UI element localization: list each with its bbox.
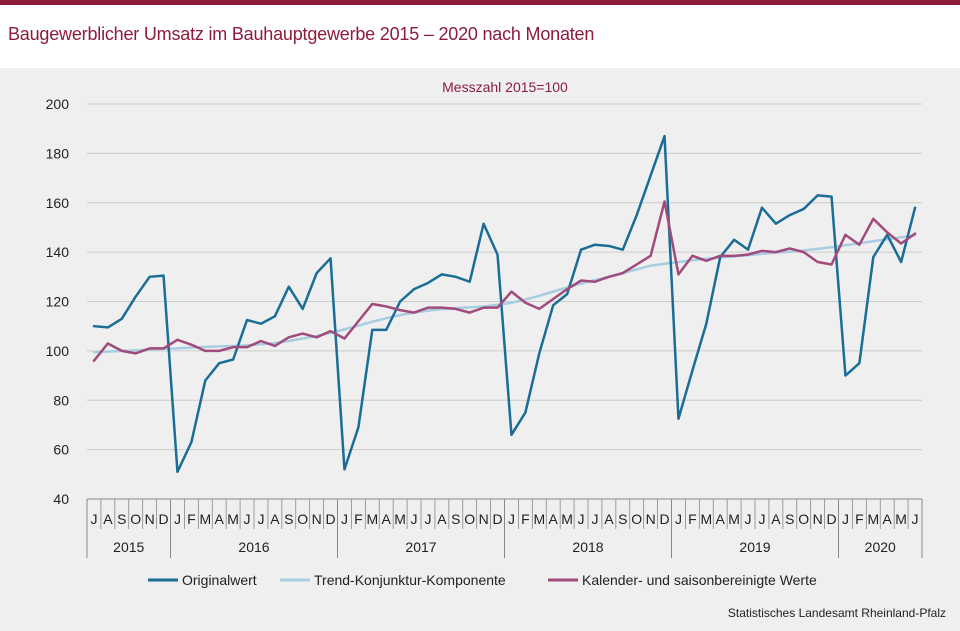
- series-line-originalwert: [92, 134, 917, 474]
- year-label-2015: 2015: [113, 539, 144, 555]
- y-tick-label-100: 100: [46, 343, 70, 359]
- month-label: J: [745, 511, 752, 527]
- month-label: J: [244, 511, 251, 527]
- month-label: A: [549, 511, 559, 527]
- month-label: F: [187, 511, 196, 527]
- month-label: J: [508, 511, 515, 527]
- y-tick-label-60: 60: [53, 442, 69, 458]
- y-tick-label-200: 200: [46, 96, 70, 112]
- month-label: J: [341, 511, 348, 527]
- month-label: O: [798, 511, 809, 527]
- y-tick-label-120: 120: [46, 294, 70, 310]
- month-label: N: [312, 511, 322, 527]
- month-label: F: [521, 511, 530, 527]
- month-label: J: [842, 511, 849, 527]
- month-label: A: [604, 511, 614, 527]
- legend-label-trend-konjunktur-komponente: Trend-Konjunktur-Komponente: [314, 572, 506, 588]
- month-label: D: [492, 511, 502, 527]
- month-label: M: [561, 511, 573, 527]
- month-label: M: [867, 511, 879, 527]
- series-line-kalender-und-saisonbereinigte-werte: [92, 200, 917, 362]
- month-label: J: [578, 511, 585, 527]
- line-chart: Messzahl 2015=100 40 60 80 100 120 140 160 180 20…: [46, 79, 923, 588]
- month-label: M: [199, 511, 211, 527]
- y-tick-label-40: 40: [53, 491, 69, 507]
- month-label: A: [103, 511, 113, 527]
- month-label: J: [411, 511, 418, 527]
- y-tick-label-80: 80: [53, 392, 69, 408]
- month-label: J: [174, 511, 181, 527]
- legend-label-originalwert: Originalwert: [182, 572, 257, 588]
- month-label: J: [257, 511, 264, 527]
- month-label: N: [646, 511, 656, 527]
- legend-label-kalender-und-saisonbereinigte-werte: Kalender- und saisonbereinigte Werte: [582, 572, 817, 588]
- month-label: A: [883, 511, 893, 527]
- month-label: A: [771, 511, 781, 527]
- month-label: M: [366, 511, 378, 527]
- month-label: J: [675, 511, 682, 527]
- month-label: J: [424, 511, 431, 527]
- month-label: N: [813, 511, 823, 527]
- month-label: D: [158, 511, 168, 527]
- month-label: J: [758, 511, 765, 527]
- y-tick-label-160: 160: [46, 195, 70, 211]
- month-label: M: [394, 511, 406, 527]
- month-label: M: [728, 511, 740, 527]
- month-label: J: [591, 511, 598, 527]
- month-label: M: [700, 511, 712, 527]
- month-label: O: [297, 511, 308, 527]
- month-label: D: [659, 511, 669, 527]
- month-label: S: [785, 511, 794, 527]
- month-label: M: [895, 511, 907, 527]
- month-label: S: [284, 511, 293, 527]
- month-label: M: [533, 511, 545, 527]
- top-accent-bar: [0, 0, 960, 5]
- month-label: F: [855, 511, 864, 527]
- month-label: A: [437, 511, 447, 527]
- month-label: O: [130, 511, 141, 527]
- chart-subtitle: Messzahl 2015=100: [442, 79, 568, 95]
- month-label: A: [382, 511, 392, 527]
- month-label: J: [912, 511, 919, 527]
- chart-panel: Messzahl 2015=100 40 60 80 100 120 140 160 180 20…: [0, 68, 960, 631]
- month-label: D: [826, 511, 836, 527]
- year-label-2016: 2016: [238, 539, 269, 555]
- year-label-2020: 2020: [865, 539, 896, 555]
- month-label: A: [215, 511, 225, 527]
- y-tick-label-140: 140: [46, 244, 70, 260]
- y-tick-label-180: 180: [46, 145, 70, 161]
- source-note: Statistisches Landesamt Rheinland-Pfalz: [727, 606, 946, 620]
- month-label: S: [618, 511, 627, 527]
- year-label-2017: 2017: [405, 539, 436, 555]
- month-label: O: [631, 511, 642, 527]
- month-label: A: [270, 511, 280, 527]
- month-label: J: [90, 511, 97, 527]
- month-label: A: [716, 511, 726, 527]
- month-label: M: [227, 511, 239, 527]
- month-label: N: [145, 511, 155, 527]
- page-title: Baugewerblicher Umsatz im Bauhauptgewerb…: [8, 24, 595, 44]
- year-label-2019: 2019: [739, 539, 770, 555]
- year-label-2018: 2018: [572, 539, 603, 555]
- month-label: S: [451, 511, 460, 527]
- month-label: N: [479, 511, 489, 527]
- month-label: D: [325, 511, 335, 527]
- month-label: F: [688, 511, 697, 527]
- month-label: S: [117, 511, 126, 527]
- month-label: F: [354, 511, 363, 527]
- month-label: O: [464, 511, 475, 527]
